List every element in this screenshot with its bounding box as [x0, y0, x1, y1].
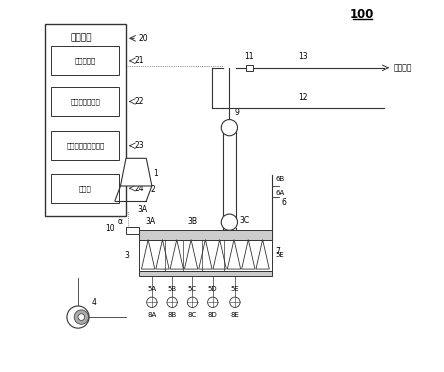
- Text: 11: 11: [245, 52, 254, 61]
- Text: 5B: 5B: [167, 286, 177, 292]
- Text: 21: 21: [135, 56, 144, 65]
- Text: 垃圾给料装置控制部: 垃圾给料装置控制部: [66, 142, 104, 149]
- Polygon shape: [199, 240, 212, 269]
- Bar: [45, 23, 126, 215]
- Bar: [246, 64, 253, 71]
- Text: 6: 6: [281, 198, 286, 207]
- Text: 10: 10: [105, 224, 115, 233]
- Text: 9: 9: [235, 108, 240, 117]
- Polygon shape: [120, 158, 152, 186]
- Text: 5E: 5E: [276, 252, 284, 258]
- Text: 3C: 3C: [239, 216, 249, 225]
- Text: 控制装置: 控制装置: [71, 34, 92, 43]
- Text: 1: 1: [154, 169, 159, 177]
- Bar: [126, 227, 139, 234]
- Text: 3B: 3B: [187, 217, 198, 226]
- Circle shape: [221, 214, 238, 230]
- Text: 24: 24: [135, 184, 144, 193]
- Text: 7: 7: [276, 247, 281, 256]
- Text: 3A: 3A: [137, 205, 147, 215]
- Bar: [52, 131, 119, 160]
- Circle shape: [67, 306, 89, 328]
- Text: 8D: 8D: [208, 311, 218, 318]
- Text: 8E: 8E: [230, 311, 239, 318]
- Text: α: α: [118, 217, 123, 225]
- Text: 3: 3: [125, 251, 130, 260]
- Circle shape: [167, 297, 177, 308]
- Text: 数据获取部: 数据获取部: [75, 58, 96, 64]
- Text: 100: 100: [350, 8, 374, 21]
- Polygon shape: [170, 240, 183, 269]
- Text: 20: 20: [138, 34, 148, 43]
- Circle shape: [230, 297, 240, 308]
- Text: 22: 22: [135, 97, 144, 106]
- Bar: [223, 128, 236, 222]
- Text: 蒸汽流量控制部: 蒸汽流量控制部: [71, 98, 100, 105]
- Polygon shape: [256, 240, 269, 269]
- Text: 12: 12: [298, 93, 308, 102]
- Circle shape: [74, 310, 88, 324]
- Polygon shape: [142, 240, 155, 269]
- Text: 8C: 8C: [188, 311, 197, 318]
- Text: 8B: 8B: [167, 311, 177, 318]
- Text: 8A: 8A: [147, 311, 156, 318]
- Polygon shape: [242, 240, 255, 269]
- Bar: [52, 87, 119, 116]
- Text: 13: 13: [298, 52, 308, 61]
- Circle shape: [221, 119, 238, 136]
- Text: 5A: 5A: [147, 286, 156, 292]
- Polygon shape: [156, 240, 169, 269]
- Text: 5D: 5D: [208, 286, 218, 292]
- Text: 3A: 3A: [145, 217, 155, 226]
- Bar: [52, 46, 119, 75]
- Text: 2: 2: [150, 185, 155, 194]
- Bar: [139, 230, 272, 240]
- Circle shape: [147, 297, 157, 308]
- Bar: [139, 271, 272, 276]
- Text: 5C: 5C: [188, 286, 197, 292]
- Polygon shape: [184, 240, 198, 269]
- Text: 4: 4: [91, 298, 96, 307]
- Circle shape: [187, 297, 198, 308]
- Polygon shape: [213, 240, 226, 269]
- Text: 5E: 5E: [230, 286, 239, 292]
- Text: 23: 23: [135, 141, 144, 150]
- Polygon shape: [227, 240, 241, 269]
- Text: 6B: 6B: [276, 176, 285, 182]
- Bar: [139, 240, 272, 271]
- Circle shape: [78, 314, 85, 320]
- Bar: [52, 174, 119, 203]
- Text: 向涡轮机: 向涡轮机: [394, 63, 412, 72]
- Text: 6A: 6A: [276, 190, 285, 196]
- Circle shape: [208, 297, 218, 308]
- Text: 存储部: 存储部: [79, 185, 92, 192]
